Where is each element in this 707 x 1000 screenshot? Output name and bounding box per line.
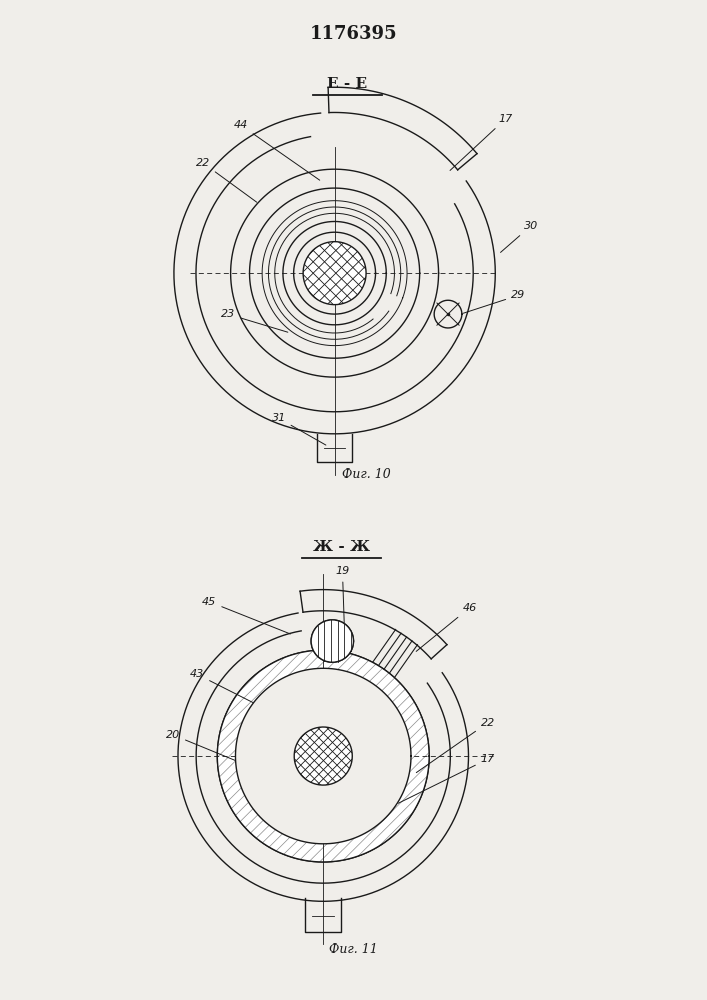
Circle shape [311, 620, 354, 662]
Text: 22: 22 [416, 718, 495, 773]
Text: 43: 43 [190, 669, 284, 718]
Text: 20: 20 [166, 730, 267, 773]
Polygon shape [294, 727, 352, 785]
Text: 1176395: 1176395 [310, 25, 397, 43]
Text: 45: 45 [202, 597, 291, 634]
Text: Ж - Ж: Ж - Ж [312, 540, 370, 554]
Text: 17: 17 [450, 114, 513, 170]
Text: Е - Е: Е - Е [327, 77, 367, 91]
Text: Фиг. 11: Фиг. 11 [329, 943, 378, 956]
Text: 46: 46 [416, 603, 477, 651]
Text: 29: 29 [463, 290, 525, 313]
Text: 22: 22 [196, 158, 257, 202]
Text: 44: 44 [234, 120, 320, 180]
Text: Фиг. 10: Фиг. 10 [341, 468, 390, 481]
Text: 31: 31 [271, 413, 326, 445]
Text: 30: 30 [501, 221, 538, 252]
Text: 19: 19 [335, 566, 349, 626]
Text: 23: 23 [221, 309, 288, 332]
Polygon shape [303, 242, 366, 305]
Polygon shape [218, 650, 429, 862]
Circle shape [235, 668, 411, 844]
Text: 17: 17 [398, 754, 495, 803]
